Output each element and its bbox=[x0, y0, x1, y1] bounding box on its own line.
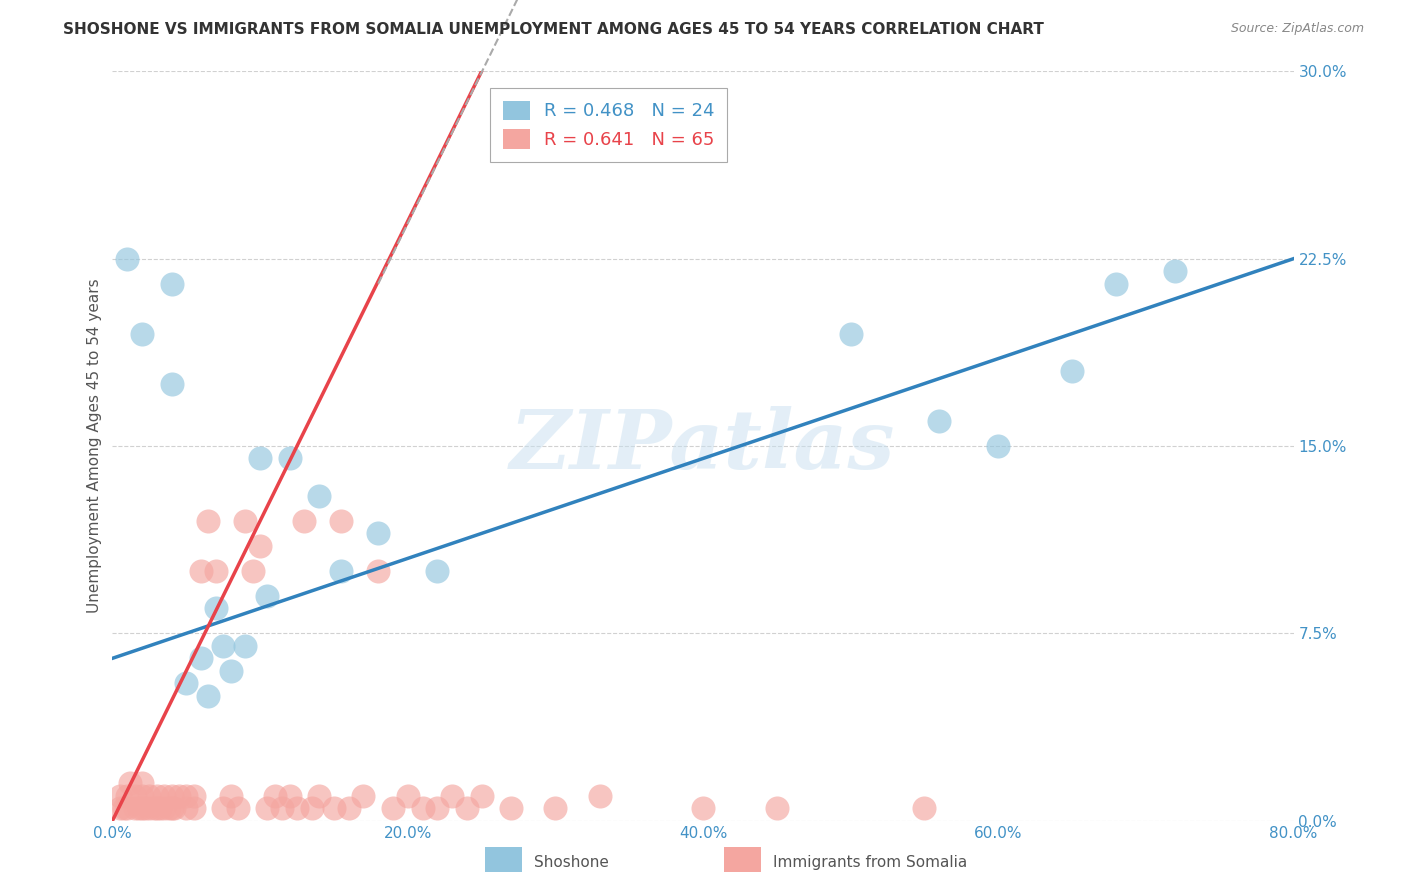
Point bbox=[226, 801, 249, 815]
Point bbox=[588, 789, 610, 803]
Point bbox=[160, 376, 183, 391]
Point bbox=[205, 564, 228, 578]
Point bbox=[160, 801, 183, 815]
Point bbox=[212, 639, 235, 653]
Point bbox=[120, 776, 142, 790]
Point bbox=[308, 489, 330, 503]
Point bbox=[197, 689, 219, 703]
Point bbox=[352, 789, 374, 803]
Point bbox=[117, 789, 138, 803]
Point bbox=[256, 589, 278, 603]
Point bbox=[117, 801, 138, 815]
Point bbox=[160, 277, 183, 291]
Point bbox=[914, 801, 936, 815]
Point bbox=[544, 801, 567, 815]
Point bbox=[160, 789, 183, 803]
Point bbox=[167, 789, 190, 803]
Point bbox=[285, 801, 308, 815]
Point bbox=[1062, 364, 1084, 378]
Point bbox=[233, 514, 256, 528]
Point bbox=[411, 801, 433, 815]
Point bbox=[128, 801, 150, 815]
Point bbox=[330, 514, 353, 528]
Point bbox=[839, 326, 862, 341]
Point bbox=[426, 564, 449, 578]
Point bbox=[766, 801, 789, 815]
Point bbox=[131, 801, 153, 815]
Point bbox=[138, 789, 160, 803]
Point bbox=[367, 564, 389, 578]
Point bbox=[205, 601, 228, 615]
Point bbox=[256, 801, 278, 815]
Text: ZIPatlas: ZIPatlas bbox=[510, 406, 896, 486]
Point bbox=[131, 776, 153, 790]
Point bbox=[441, 789, 464, 803]
Y-axis label: Unemployment Among Ages 45 to 54 years: Unemployment Among Ages 45 to 54 years bbox=[87, 278, 103, 614]
Point bbox=[249, 539, 271, 553]
Point bbox=[1164, 264, 1187, 278]
Point bbox=[174, 789, 197, 803]
Point bbox=[212, 801, 235, 815]
Point bbox=[197, 514, 219, 528]
Point bbox=[163, 801, 186, 815]
Point bbox=[426, 801, 449, 815]
Point bbox=[190, 564, 212, 578]
Point bbox=[190, 651, 212, 665]
Point bbox=[131, 789, 153, 803]
Point bbox=[131, 326, 153, 341]
Point bbox=[501, 801, 523, 815]
Point bbox=[117, 252, 138, 266]
Point bbox=[134, 801, 156, 815]
Point bbox=[271, 801, 294, 815]
Point bbox=[337, 801, 360, 815]
Point bbox=[108, 801, 131, 815]
Point bbox=[146, 789, 169, 803]
Point bbox=[330, 564, 353, 578]
Point bbox=[219, 664, 242, 678]
Text: Source: ZipAtlas.com: Source: ZipAtlas.com bbox=[1230, 22, 1364, 36]
Point bbox=[470, 789, 494, 803]
Point bbox=[292, 514, 315, 528]
Point bbox=[456, 801, 478, 815]
Point bbox=[183, 789, 205, 803]
Point bbox=[149, 801, 172, 815]
Point bbox=[928, 414, 950, 428]
Point bbox=[108, 789, 131, 803]
Point bbox=[219, 789, 242, 803]
Text: Shoshone: Shoshone bbox=[534, 855, 609, 870]
Point bbox=[153, 789, 176, 803]
Point bbox=[367, 526, 389, 541]
Point bbox=[396, 789, 419, 803]
Point bbox=[146, 801, 169, 815]
Point bbox=[183, 801, 205, 815]
Point bbox=[249, 451, 271, 466]
Point bbox=[142, 801, 165, 815]
Point bbox=[174, 801, 197, 815]
Text: Immigrants from Somalia: Immigrants from Somalia bbox=[773, 855, 967, 870]
Point bbox=[301, 801, 323, 815]
Point bbox=[174, 676, 197, 690]
Point bbox=[1105, 277, 1128, 291]
Point bbox=[323, 801, 346, 815]
Legend: R = 0.468   N = 24, R = 0.641   N = 65: R = 0.468 N = 24, R = 0.641 N = 65 bbox=[489, 88, 727, 162]
Point bbox=[233, 639, 256, 653]
Point bbox=[692, 801, 714, 815]
Point bbox=[157, 801, 180, 815]
Point bbox=[124, 801, 146, 815]
Point bbox=[112, 801, 135, 815]
Point bbox=[308, 789, 330, 803]
Point bbox=[153, 801, 176, 815]
Point bbox=[987, 439, 1010, 453]
Point bbox=[382, 801, 405, 815]
Point bbox=[138, 801, 160, 815]
Point bbox=[242, 564, 264, 578]
Point bbox=[278, 789, 301, 803]
Point bbox=[278, 451, 301, 466]
Text: SHOSHONE VS IMMIGRANTS FROM SOMALIA UNEMPLOYMENT AMONG AGES 45 TO 54 YEARS CORRE: SHOSHONE VS IMMIGRANTS FROM SOMALIA UNEM… bbox=[63, 22, 1045, 37]
Point bbox=[264, 789, 287, 803]
Point bbox=[124, 789, 146, 803]
